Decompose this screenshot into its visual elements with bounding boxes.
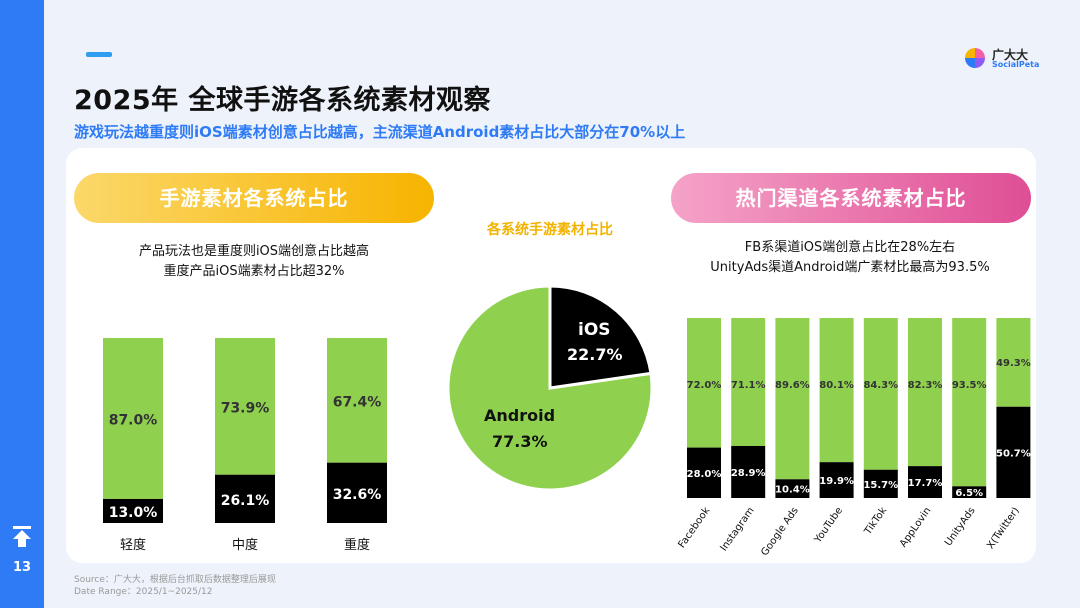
channel-bar-android-5 [908, 318, 942, 467]
channel-bar-android-label-3: 80.1% [819, 380, 854, 391]
back-to-top-icon[interactable] [12, 526, 32, 548]
channel-bar-android-label-6: 93.5% [952, 380, 987, 391]
bar-ios-0 [103, 498, 163, 523]
category-label-2: 重度 [344, 537, 370, 553]
channel-bar-ios-label-1: 28.9% [731, 468, 766, 479]
logo-text-en: SocialPeta [992, 60, 1040, 69]
channel-bar-ios-5 [908, 466, 942, 498]
channel-bar-android-7 [996, 318, 1031, 407]
title-accent [86, 52, 112, 57]
pie-label-ios-name: iOS [578, 320, 611, 340]
channel-bar-ios-7 [996, 406, 1031, 498]
channel-label-0: Facebook [676, 505, 712, 550]
source-note: Source：广大大，根据后台抓取后数据整理后展现 Date Range：202… [74, 574, 276, 598]
right-note-line-1: FB系渠道iOS端创意占比在28%左右 [744, 240, 956, 255]
right-panel-note: FB系渠道iOS端创意占比在28%左右 UnityAds渠道Android端广素… [680, 238, 1020, 278]
left-note-line-1: 产品玩法也是重度则iOS端创意占比越高 [138, 244, 370, 259]
category-label-1: 中度 [232, 537, 258, 553]
bar-android-label-0: 87.0% [109, 412, 158, 428]
channel-label-2: Google Ads [759, 505, 801, 558]
channel-bar-ios-label-7: 50.7% [996, 448, 1031, 459]
channel-bar-android-3 [819, 318, 854, 463]
source-line: Source：广大大，根据后台抓取后数据整理后展现 [74, 575, 276, 585]
right-note-line-2: UnityAds渠道Android端广素材比最高为93.5% [710, 260, 990, 275]
channel-bar-android-label-1: 71.1% [731, 380, 766, 391]
channel-bar-android-4 [863, 318, 898, 470]
page-subtitle: 游戏玩法越重度则iOS端素材创意占比越高，主流渠道Android素材占比大部分在… [74, 123, 686, 141]
bar-ios-label-1: 26.1% [221, 493, 270, 509]
channel-bar-android-1 [731, 318, 766, 446]
channel-bar-ios-6 [952, 486, 987, 498]
channel-bar-ios-label-2: 10.4% [775, 485, 810, 496]
page-number: 13 [12, 560, 32, 575]
channel-bar-ios-label-3: 19.9% [819, 476, 854, 487]
left-panel-note: 产品玩法也是重度则iOS端创意占比越高 重度产品iOS端素材占比超32% [104, 242, 404, 282]
pie-slice-ios [548, 284, 653, 390]
bar-android-2 [327, 338, 387, 463]
channel-bar-ios-1 [731, 445, 766, 498]
channel-label-3: YouTube [812, 505, 845, 545]
channel-bar-android-label-2: 89.6% [775, 380, 810, 391]
channel-bar-android-6 [952, 318, 987, 487]
channel-bar-ios-4 [863, 469, 898, 498]
sidebar [0, 0, 44, 608]
left-note-line-2: 重度产品iOS端素材占比超32% [163, 264, 345, 279]
bar-android-label-1: 73.9% [221, 400, 270, 416]
channel-bar-android-2 [775, 318, 810, 480]
channel-bar-android-label-5: 82.3% [908, 380, 943, 391]
bar-android-1 [215, 338, 275, 475]
pie-label-ios-value: 22.7% [567, 345, 623, 364]
channel-label-4: TikTok [862, 505, 889, 537]
channel-label-5: AppLovin [898, 505, 933, 549]
left-panel-header: 手游素材各系统占比 [74, 173, 434, 223]
channel-bar-android-label-4: 84.3% [863, 380, 898, 391]
channel-bar-ios-2 [775, 479, 810, 498]
category-label-0: 轻度 [120, 537, 146, 553]
channel-bar-ios-label-0: 28.0% [687, 469, 722, 480]
channel-bar-android-label-0: 72.0% [687, 380, 722, 391]
logo-mark-icon [965, 48, 985, 68]
right-panel-header: 热门渠道各系统素材占比 [671, 173, 1031, 223]
channel-bar-ios-label-4: 15.7% [863, 480, 898, 491]
pie-chart-header: 各系统手游素材占比 [487, 222, 613, 238]
bar-android-label-2: 67.4% [333, 394, 382, 410]
page-title: 2025年 全球手游各系统素材观察 [74, 85, 492, 116]
bar-ios-2 [327, 462, 387, 523]
pie-label-android-name: Android [484, 406, 555, 425]
channel-bar-ios-label-5: 17.7% [908, 478, 943, 489]
channel-bar-ios-3 [819, 462, 854, 498]
channel-label-1: Instagram [718, 505, 756, 553]
bar-ios-1 [215, 474, 275, 523]
bar-android-0 [103, 338, 163, 499]
channel-label-6: UnityAds [943, 505, 978, 548]
logo-text-cn: 广大大 [992, 48, 1029, 62]
channel-bar-ios-0 [687, 447, 721, 498]
channel-label-7: X(Twitter) [985, 505, 1022, 551]
logo: 广大大 SocialPeta [964, 46, 1054, 72]
bar-ios-label-0: 13.0% [109, 505, 158, 521]
date-range-line: Date Range：2025/1~2025/12 [74, 587, 213, 597]
channel-bar-android-0 [687, 318, 721, 448]
channel-bar-ios-label-6: 6.5% [955, 488, 983, 499]
pie-label-android-value: 77.3% [492, 432, 548, 451]
channel-bar-android-label-7: 49.3% [996, 358, 1031, 369]
bar-ios-label-2: 32.6% [333, 487, 382, 503]
